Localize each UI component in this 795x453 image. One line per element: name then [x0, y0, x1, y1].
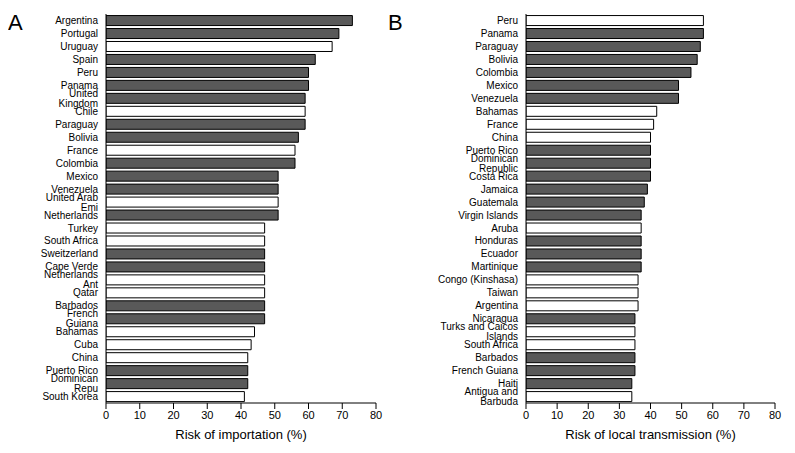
svg-text:Turkey: Turkey	[68, 223, 98, 234]
svg-text:Antigua andBarbuda: Antigua andBarbuda	[465, 386, 519, 407]
svg-text:Mexico: Mexico	[66, 171, 98, 182]
svg-text:China: China	[72, 352, 99, 363]
svg-text:20: 20	[167, 409, 179, 421]
svg-text:Risk of local transmission (%): Risk of local transmission (%)	[565, 427, 736, 442]
svg-text:20: 20	[582, 409, 594, 421]
svg-text:Bahamas: Bahamas	[476, 106, 518, 117]
svg-text:Jamaica: Jamaica	[481, 184, 519, 195]
svg-text:Paraguay: Paraguay	[55, 119, 98, 130]
svg-text:40: 40	[644, 409, 656, 421]
svg-text:Colombia: Colombia	[56, 158, 99, 169]
svg-text:South Africa: South Africa	[44, 235, 98, 246]
svg-text:Sweitzerland: Sweitzerland	[41, 248, 98, 259]
svg-text:Panama: Panama	[481, 28, 519, 39]
svg-text:10: 10	[551, 409, 563, 421]
svg-text:French Guiana: French Guiana	[452, 365, 519, 376]
svg-text:South Africa: South Africa	[464, 339, 518, 350]
svg-text:Venezuela: Venezuela	[471, 93, 518, 104]
svg-text:50: 50	[269, 409, 281, 421]
svg-text:Netherlands: Netherlands	[44, 210, 98, 221]
svg-text:70: 70	[336, 409, 348, 421]
svg-text:Portugal: Portugal	[61, 28, 98, 39]
svg-text:Aruba: Aruba	[491, 223, 518, 234]
svg-text:80: 80	[370, 409, 382, 421]
svg-text:Bahamas: Bahamas	[56, 326, 98, 337]
svg-text:10: 10	[134, 409, 146, 421]
svg-text:Ecuador: Ecuador	[481, 248, 519, 259]
svg-text:40: 40	[235, 409, 247, 421]
svg-text:Argentina: Argentina	[475, 300, 518, 311]
svg-text:Costa Rica: Costa Rica	[469, 171, 518, 182]
svg-text:Bolivia: Bolivia	[69, 132, 99, 143]
svg-text:60: 60	[707, 409, 719, 421]
svg-text:Guatemala: Guatemala	[469, 197, 518, 208]
svg-text:Argentina: Argentina	[55, 15, 98, 26]
svg-text:30: 30	[201, 409, 213, 421]
svg-text:50: 50	[676, 409, 688, 421]
svg-text:Colombia: Colombia	[476, 67, 519, 78]
svg-text:Martinique: Martinique	[471, 261, 518, 272]
svg-text:Mexico: Mexico	[486, 80, 518, 91]
svg-text:60: 60	[302, 409, 314, 421]
svg-text:Chile: Chile	[75, 106, 98, 117]
svg-text:Cuba: Cuba	[74, 339, 98, 350]
svg-text:Peru: Peru	[77, 67, 98, 78]
svg-text:Virgin Islands: Virgin Islands	[458, 210, 518, 221]
svg-text:South Korea: South Korea	[42, 391, 98, 402]
svg-text:Bolivia: Bolivia	[489, 54, 519, 65]
svg-text:Paraguay: Paraguay	[475, 41, 518, 52]
svg-text:Uruguay: Uruguay	[60, 41, 98, 52]
svg-text:0: 0	[523, 409, 529, 421]
svg-text:30: 30	[613, 409, 625, 421]
svg-text:Peru: Peru	[497, 15, 518, 26]
svg-text:70: 70	[738, 409, 750, 421]
svg-text:Congo (Kinshasa): Congo (Kinshasa)	[438, 274, 518, 285]
svg-text:0: 0	[103, 409, 109, 421]
svg-text:Honduras: Honduras	[475, 235, 518, 246]
svg-text:Qatar: Qatar	[73, 287, 99, 298]
svg-text:Risk of importation (%): Risk of importation (%)	[175, 427, 306, 442]
svg-text:France: France	[67, 145, 99, 156]
svg-text:80: 80	[769, 409, 781, 421]
svg-text:Spain: Spain	[72, 54, 98, 65]
svg-text:China: China	[492, 132, 519, 143]
svg-text:Taiwan: Taiwan	[487, 287, 518, 298]
svg-text:France: France	[487, 119, 519, 130]
svg-text:Barbados: Barbados	[475, 352, 518, 363]
